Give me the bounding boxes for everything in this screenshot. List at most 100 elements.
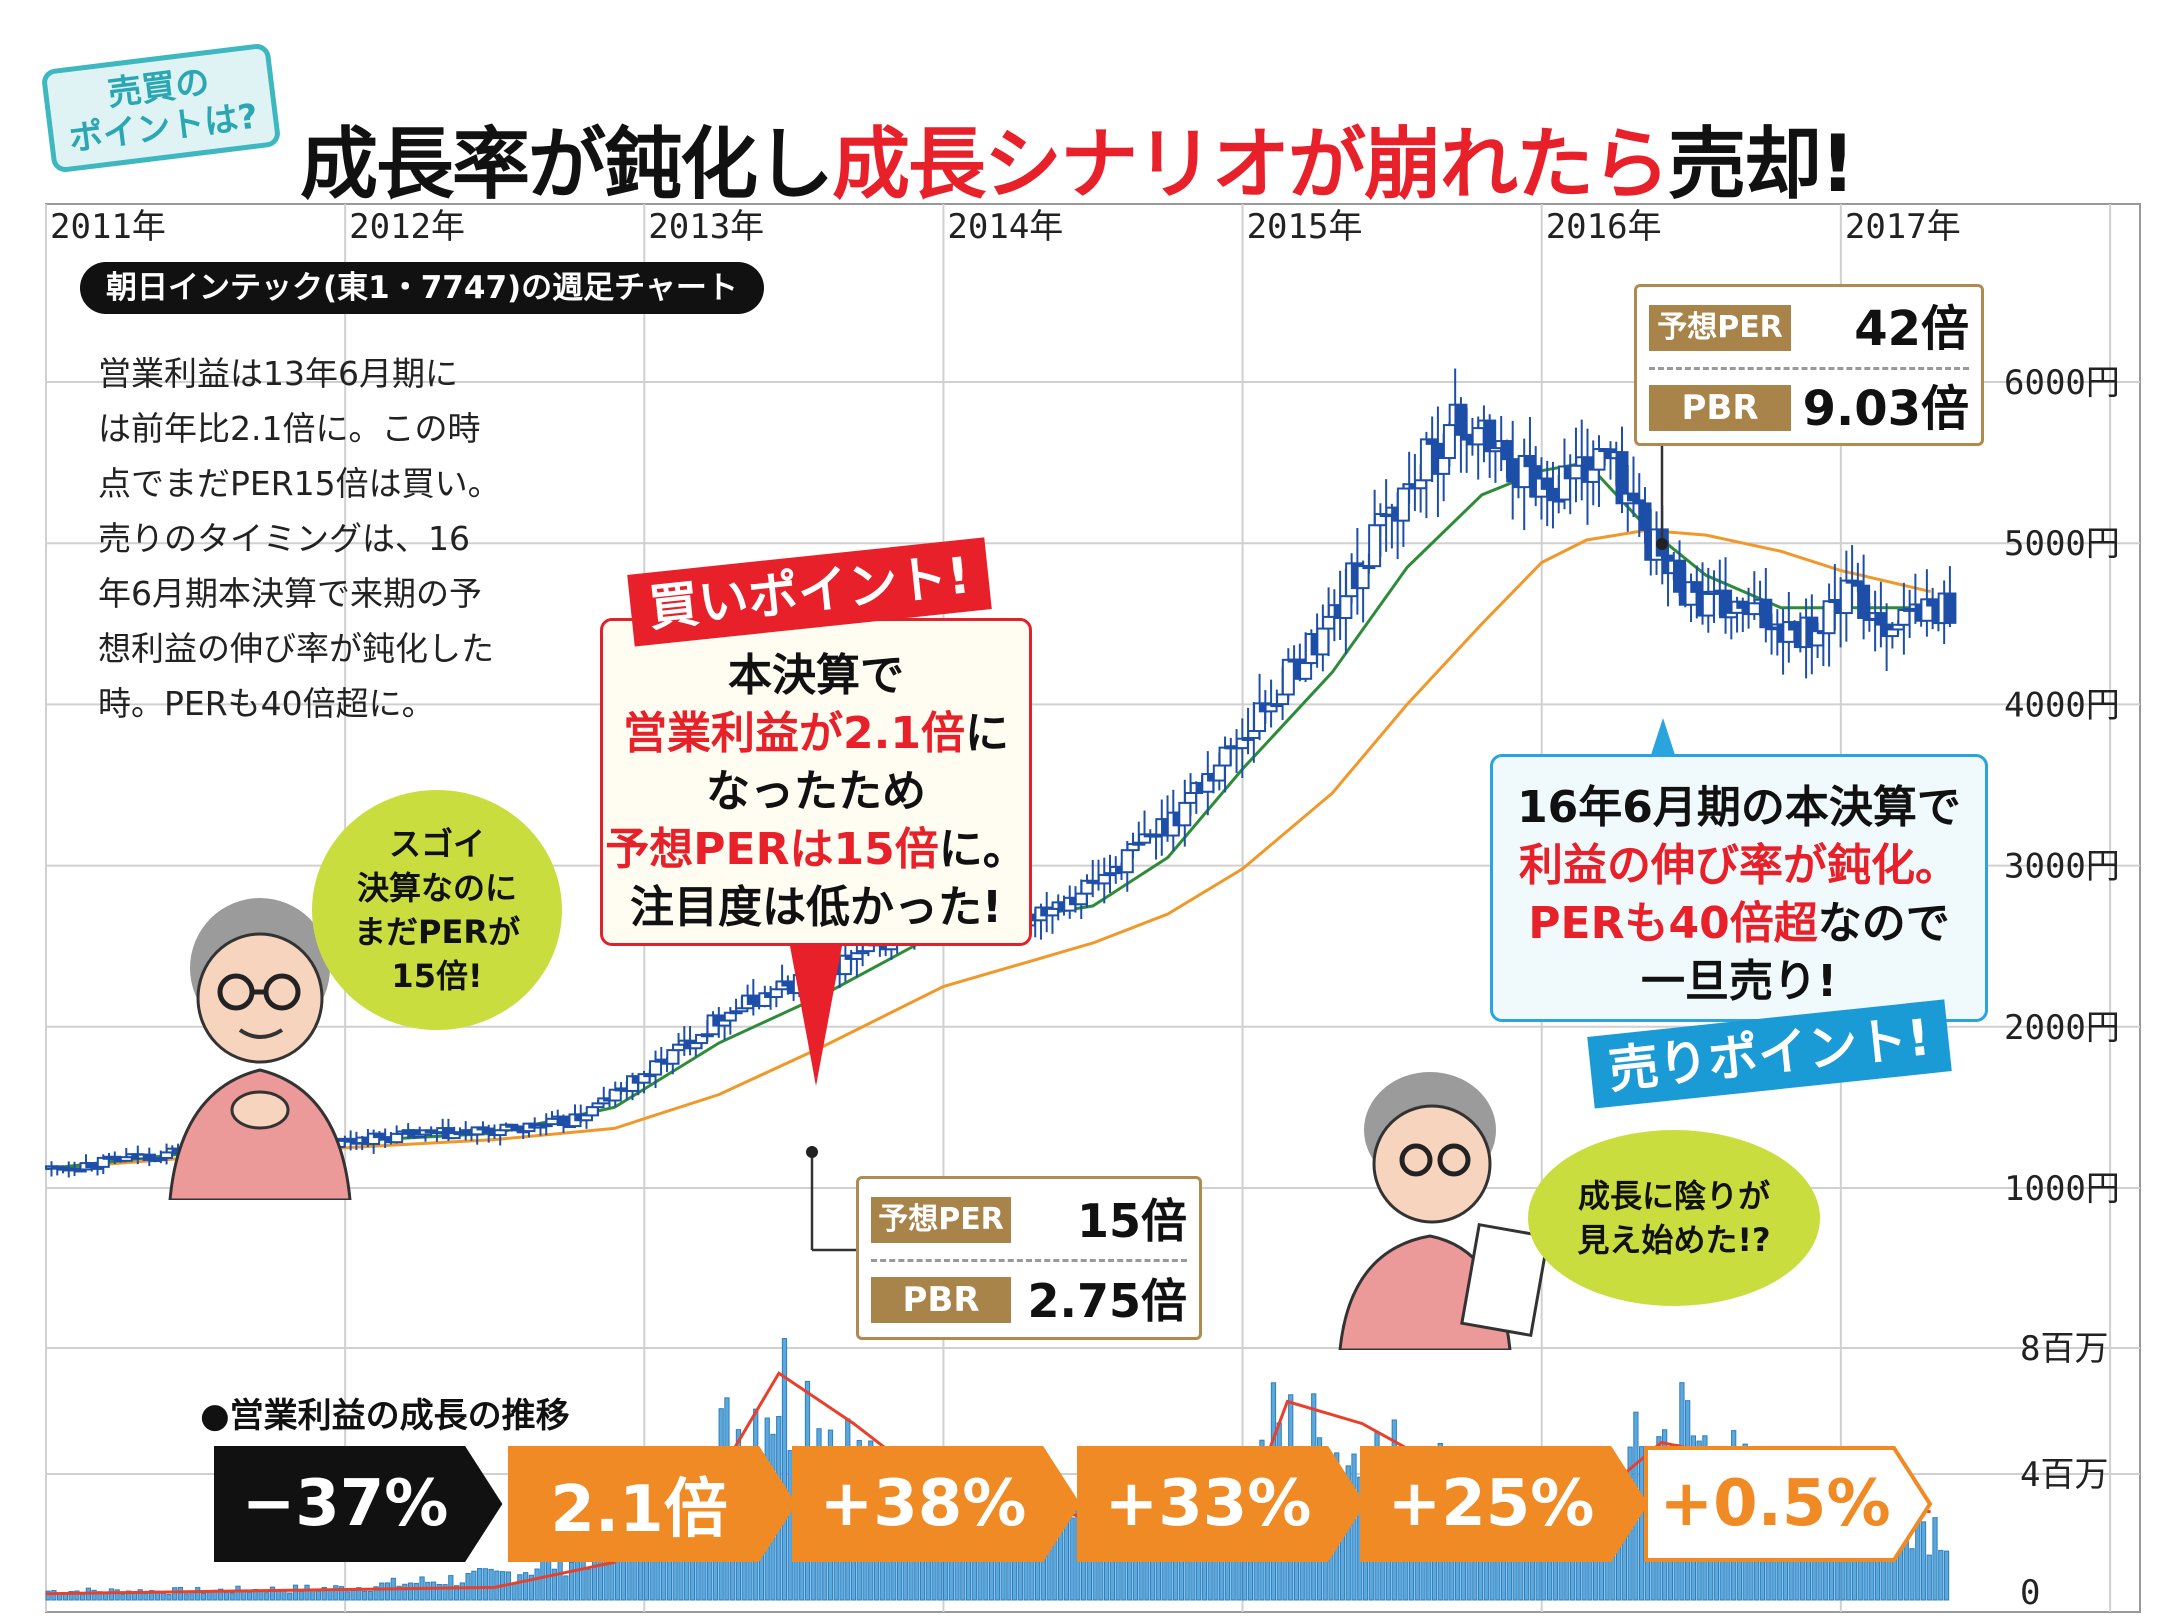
candle-body [390,1132,404,1144]
buy-line-4: 予想PERは15倍 [605,824,939,875]
x-tick-label: 2011年 [50,207,166,247]
candle-body [556,1115,570,1127]
volume-bar [511,1582,517,1601]
volume-bar [586,1568,592,1601]
bubble-right-line: 成長に陰りが [1577,1177,1770,1215]
candle-body [1356,565,1370,590]
candle-body [1747,602,1761,616]
volume-bar [482,1568,488,1601]
candle-body [1322,615,1336,630]
sell-callout: 16年6月期の本決算で 利益の伸び率が鈍化。 PERも40倍超なので 一旦売り! [1490,754,1988,1022]
bubble-left-line: 15倍! [391,957,483,995]
note-line: は前年比2.1倍に。この時 [98,409,481,448]
candle-body [769,988,783,999]
candle-body [649,1060,663,1076]
volume-bar [620,1558,627,1601]
volume-bar [1909,1548,1915,1601]
candle-body [1839,579,1853,615]
growth-box: +33% [1077,1446,1367,1562]
candle-body [1897,609,1911,626]
volume-bar [459,1582,465,1601]
candle-body [1276,693,1290,706]
candle-body [1471,427,1485,446]
volume-bar [1932,1517,1938,1601]
volume-bar [350,1589,356,1601]
volume-bar [160,1592,166,1601]
buy-line-4b: に。 [938,824,1027,875]
candle-body [1857,584,1871,619]
buy-pointer [790,946,842,1086]
candle-body [1419,438,1433,482]
volume-bar [281,1590,287,1601]
y-tick-label: 5000円 [2004,524,2120,564]
volume-bar [563,1575,569,1601]
volume-bar [45,1590,51,1601]
volume-bar [269,1586,276,1601]
headline-part-1: 成長率が鈍化し [300,120,834,210]
candle-body [1546,487,1560,502]
candle-body [1638,502,1652,531]
volume-bar [528,1574,534,1601]
per-value: 15倍 [1076,1194,1187,1248]
volume-bar [143,1593,149,1601]
per-value: 42倍 [1854,301,1969,357]
candle-body [585,1106,599,1117]
long-moving-average-line [45,528,1931,1171]
volume-bar [407,1582,414,1601]
note-line: 売りのタイミングは、16 [98,519,470,558]
candle-body [1483,419,1497,453]
volume-bar [264,1592,270,1601]
volume-bar [235,1585,241,1601]
buy-line-2: 営業利益が2.1倍 [623,708,965,759]
y-tick-label: 3000円 [2004,847,2120,887]
volume-bar [321,1586,327,1601]
per-label: 予想PER [1649,305,1791,351]
chart-grid [45,204,2140,1612]
x-tick-label: 2013年 [648,207,764,247]
volume-bar [453,1585,460,1601]
volume-bar [195,1587,201,1601]
volume-bar [51,1590,57,1601]
volume-bar [1069,1517,1075,1601]
candle-body [1339,595,1353,619]
volume-bar [177,1586,184,1601]
bubble-left-line: スゴイ [388,825,485,863]
candle-body [1414,479,1428,490]
volume-bar [315,1590,322,1601]
sell-line-1: 16年6月期の本決算で [1517,782,1961,833]
volume-bar [356,1587,362,1601]
header-badge: 売買の ポイントは? [40,42,286,174]
candle-body [1592,448,1606,471]
volume-bar [333,1585,339,1601]
note-line: 時。PERも40倍超に。 [98,684,435,723]
candle-body [746,994,760,1005]
speech-bubble-right: 成長に陰りが 見え始めた!? [1528,1130,1820,1306]
volume-bar [287,1592,293,1601]
volume-bar [1943,1550,1950,1601]
candle-body [1437,457,1451,475]
pbr-label: PBR [871,1277,1011,1323]
volume-bar [126,1590,132,1601]
buy-line-5: 注目度は低かった! [629,882,1003,933]
volume-tick-label: 0 [2020,1573,2040,1613]
candle-body [1368,524,1382,568]
sell-line-4: 一旦売り! [1640,956,1838,1007]
long-ma-polyline [45,528,1931,1171]
candle-body [1822,600,1836,635]
volume-bar [436,1584,442,1601]
bubble-left-line: 決算なのに [356,869,517,907]
x-tick-label: 2017年 [1845,207,1961,247]
volume-bar [425,1581,431,1601]
per-box-sell: 予想PER 42倍 PBR 9.03倍 [1634,284,1984,446]
sell-pointer [1650,718,1676,758]
volume-bar [1926,1554,1932,1601]
growth-box: +25% [1360,1446,1650,1562]
volume-bar [246,1591,253,1601]
buy-line-1: 本決算で [728,650,904,701]
volume-bar [1938,1549,1944,1601]
candle-body [1074,892,1088,906]
buy-line-2b: に [964,708,1009,759]
investor-character-left [168,898,352,1200]
volume-bar [80,1593,86,1601]
candle-body [1120,849,1134,874]
